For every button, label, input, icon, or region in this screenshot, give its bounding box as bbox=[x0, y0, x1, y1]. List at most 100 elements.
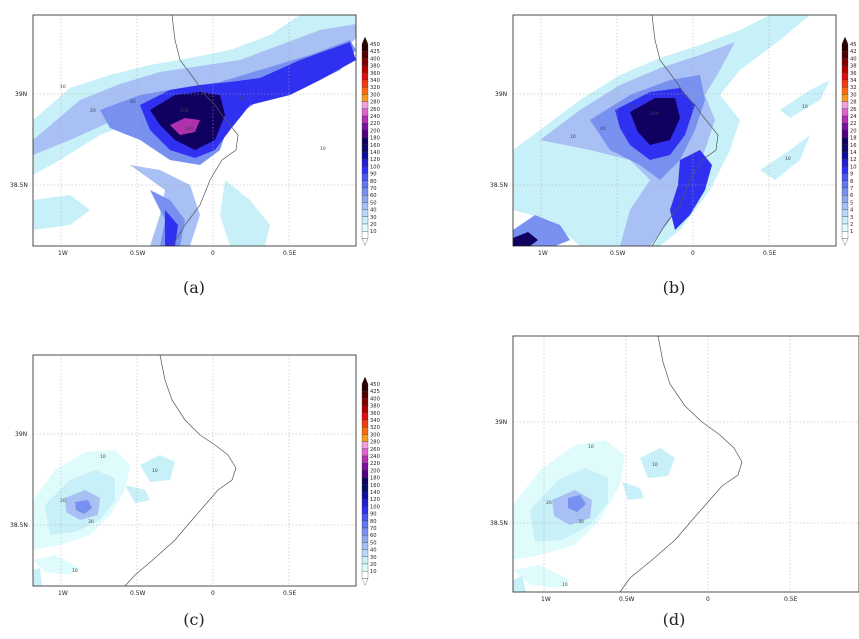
colorbar-swatch bbox=[361, 383, 369, 392]
colorbar-label: 220 bbox=[370, 461, 380, 467]
svg-text:20: 20 bbox=[90, 108, 96, 114]
rainfall-field-d bbox=[513, 336, 859, 592]
colorbar-label: 200 bbox=[370, 128, 380, 134]
svg-text:20: 20 bbox=[630, 104, 636, 110]
colorbar-swatch bbox=[361, 115, 369, 124]
colorbar-label: 360 bbox=[370, 71, 380, 77]
svg-text:10: 10 bbox=[802, 104, 808, 110]
colorbar-label: 160 bbox=[370, 143, 380, 149]
colorbar-swatch bbox=[841, 202, 849, 210]
colorbar-label: 26 bbox=[850, 107, 857, 113]
colorbar-swatch bbox=[361, 434, 369, 442]
colorbar-label: 260 bbox=[370, 447, 380, 453]
colorbar-label: 40 bbox=[370, 548, 377, 554]
colorbar-swatch bbox=[841, 180, 849, 189]
lon-tick-0-5e: 0.5E bbox=[763, 250, 777, 257]
colorbar-label: 90 bbox=[370, 512, 377, 518]
caption-c: (c) bbox=[183, 610, 205, 629]
colorbar-label: 10 bbox=[370, 569, 377, 575]
colorbar-swatch bbox=[841, 87, 849, 95]
svg-text:180: 180 bbox=[185, 126, 194, 132]
colorbar-label: 70 bbox=[370, 526, 377, 532]
colorbar-label: 450 bbox=[370, 42, 380, 48]
colorbar-swatch bbox=[361, 419, 369, 428]
colorbar-top-arrow bbox=[361, 376, 369, 385]
graticule-d bbox=[513, 336, 859, 592]
colorbar-label: 22 bbox=[850, 121, 857, 127]
colorbar-swatch bbox=[361, 58, 369, 66]
colorbar-swatch bbox=[841, 115, 849, 124]
colorbar-label: 260 bbox=[370, 107, 380, 113]
svg-text:30: 30 bbox=[578, 519, 584, 525]
svg-text:40: 40 bbox=[130, 99, 136, 105]
colorbar-label: 320 bbox=[370, 85, 380, 91]
colorbar-label: 280 bbox=[370, 100, 380, 106]
colorbar-swatch bbox=[361, 506, 369, 514]
colorbar-label: 20 bbox=[370, 222, 377, 228]
colorbar-label: 2 bbox=[850, 222, 853, 228]
colorbar-swatch bbox=[361, 51, 369, 59]
colorbar-label: 4 bbox=[850, 208, 854, 214]
colorbar-label: 220 bbox=[370, 121, 380, 127]
colorbar-label: 360 bbox=[370, 411, 380, 417]
colorbar-label: 50 bbox=[370, 200, 377, 206]
map-panel-c: 10 20 30 10 10 39N 38.5N 1W 0.5W 0 0.5E … bbox=[0, 340, 400, 639]
lat-tick-38-5n: 38.5N bbox=[10, 522, 28, 529]
colorbar-label: 280 bbox=[370, 440, 380, 446]
colorbar-label: 380 bbox=[370, 64, 380, 70]
colorbar-swatch bbox=[841, 123, 849, 131]
colorbar-label: 380 bbox=[370, 404, 380, 410]
colorbar-swatch bbox=[841, 223, 849, 232]
colorbar-swatch bbox=[361, 108, 369, 117]
colorbar-label: 16 bbox=[850, 143, 857, 149]
colorbar-swatch bbox=[361, 563, 369, 572]
lon-tick-0: 0 bbox=[211, 250, 215, 257]
colorbar-swatch bbox=[361, 477, 369, 485]
colorbar-swatch bbox=[361, 448, 369, 457]
colorbar-label: 100 bbox=[370, 504, 380, 510]
colorbar-swatch bbox=[841, 108, 849, 117]
lat-tick-labels-d: 39N 38.5N bbox=[490, 419, 508, 527]
svg-text:100: 100 bbox=[650, 111, 659, 117]
rainfall-field-b bbox=[513, 15, 836, 246]
colorbar-swatch bbox=[361, 491, 369, 500]
colorbar-swatch bbox=[841, 79, 849, 88]
colorbar-swatch bbox=[361, 455, 369, 464]
colorbar-swatch bbox=[841, 130, 849, 138]
svg-text:10: 10 bbox=[785, 156, 791, 162]
graticule-c bbox=[33, 355, 356, 586]
colorbar-swatch bbox=[361, 151, 369, 160]
coastline-d bbox=[619, 335, 743, 593]
svg-text:100: 100 bbox=[180, 108, 189, 114]
svg-text:10: 10 bbox=[588, 444, 594, 450]
colorbar-label: 425 bbox=[370, 49, 380, 55]
svg-text:10: 10 bbox=[60, 84, 66, 90]
colorbar-swatch bbox=[361, 195, 369, 203]
colorbar-swatch bbox=[361, 216, 369, 225]
lon-tick-0-5e: 0.5E bbox=[784, 596, 798, 603]
colorbar-label: 20 bbox=[370, 562, 377, 568]
colorbar-swatch bbox=[841, 151, 849, 160]
colorbar-swatch bbox=[841, 65, 849, 73]
map-panel-d: 10 20 30 10 10 39N 38.5N 1W 0.5W 0 0.5E … bbox=[480, 330, 859, 639]
colorbar-swatch bbox=[361, 520, 369, 529]
colorbar-top-arrow bbox=[361, 36, 369, 45]
colorbar-label: 140 bbox=[370, 490, 380, 496]
colorbar-swatch bbox=[361, 427, 369, 435]
map-panel-a: 10 20 40 60 100 180 10 39N 38.5N 1W 0.5W… bbox=[0, 0, 400, 297]
lon-tick-labels-b: 1W 0.5W 0 0.5E bbox=[538, 250, 777, 257]
colorbar-swatch bbox=[361, 94, 369, 102]
colorbar-swatch bbox=[361, 484, 369, 493]
colorbar-label: 425 bbox=[370, 389, 380, 395]
colorbar-swatch bbox=[361, 499, 369, 507]
svg-text:10: 10 bbox=[562, 582, 568, 588]
lon-tick-labels-c: 1W 0.5W 0 0.5E bbox=[58, 590, 297, 597]
lon-tick-0-5w: 0.5W bbox=[130, 590, 146, 597]
colorbar-swatch bbox=[841, 94, 849, 102]
colorbar-label: 180 bbox=[370, 136, 380, 142]
lon-tick-0-5w: 0.5W bbox=[130, 250, 146, 257]
colorbar-swatch bbox=[361, 159, 369, 167]
lon-tick-0: 0 bbox=[691, 250, 695, 257]
